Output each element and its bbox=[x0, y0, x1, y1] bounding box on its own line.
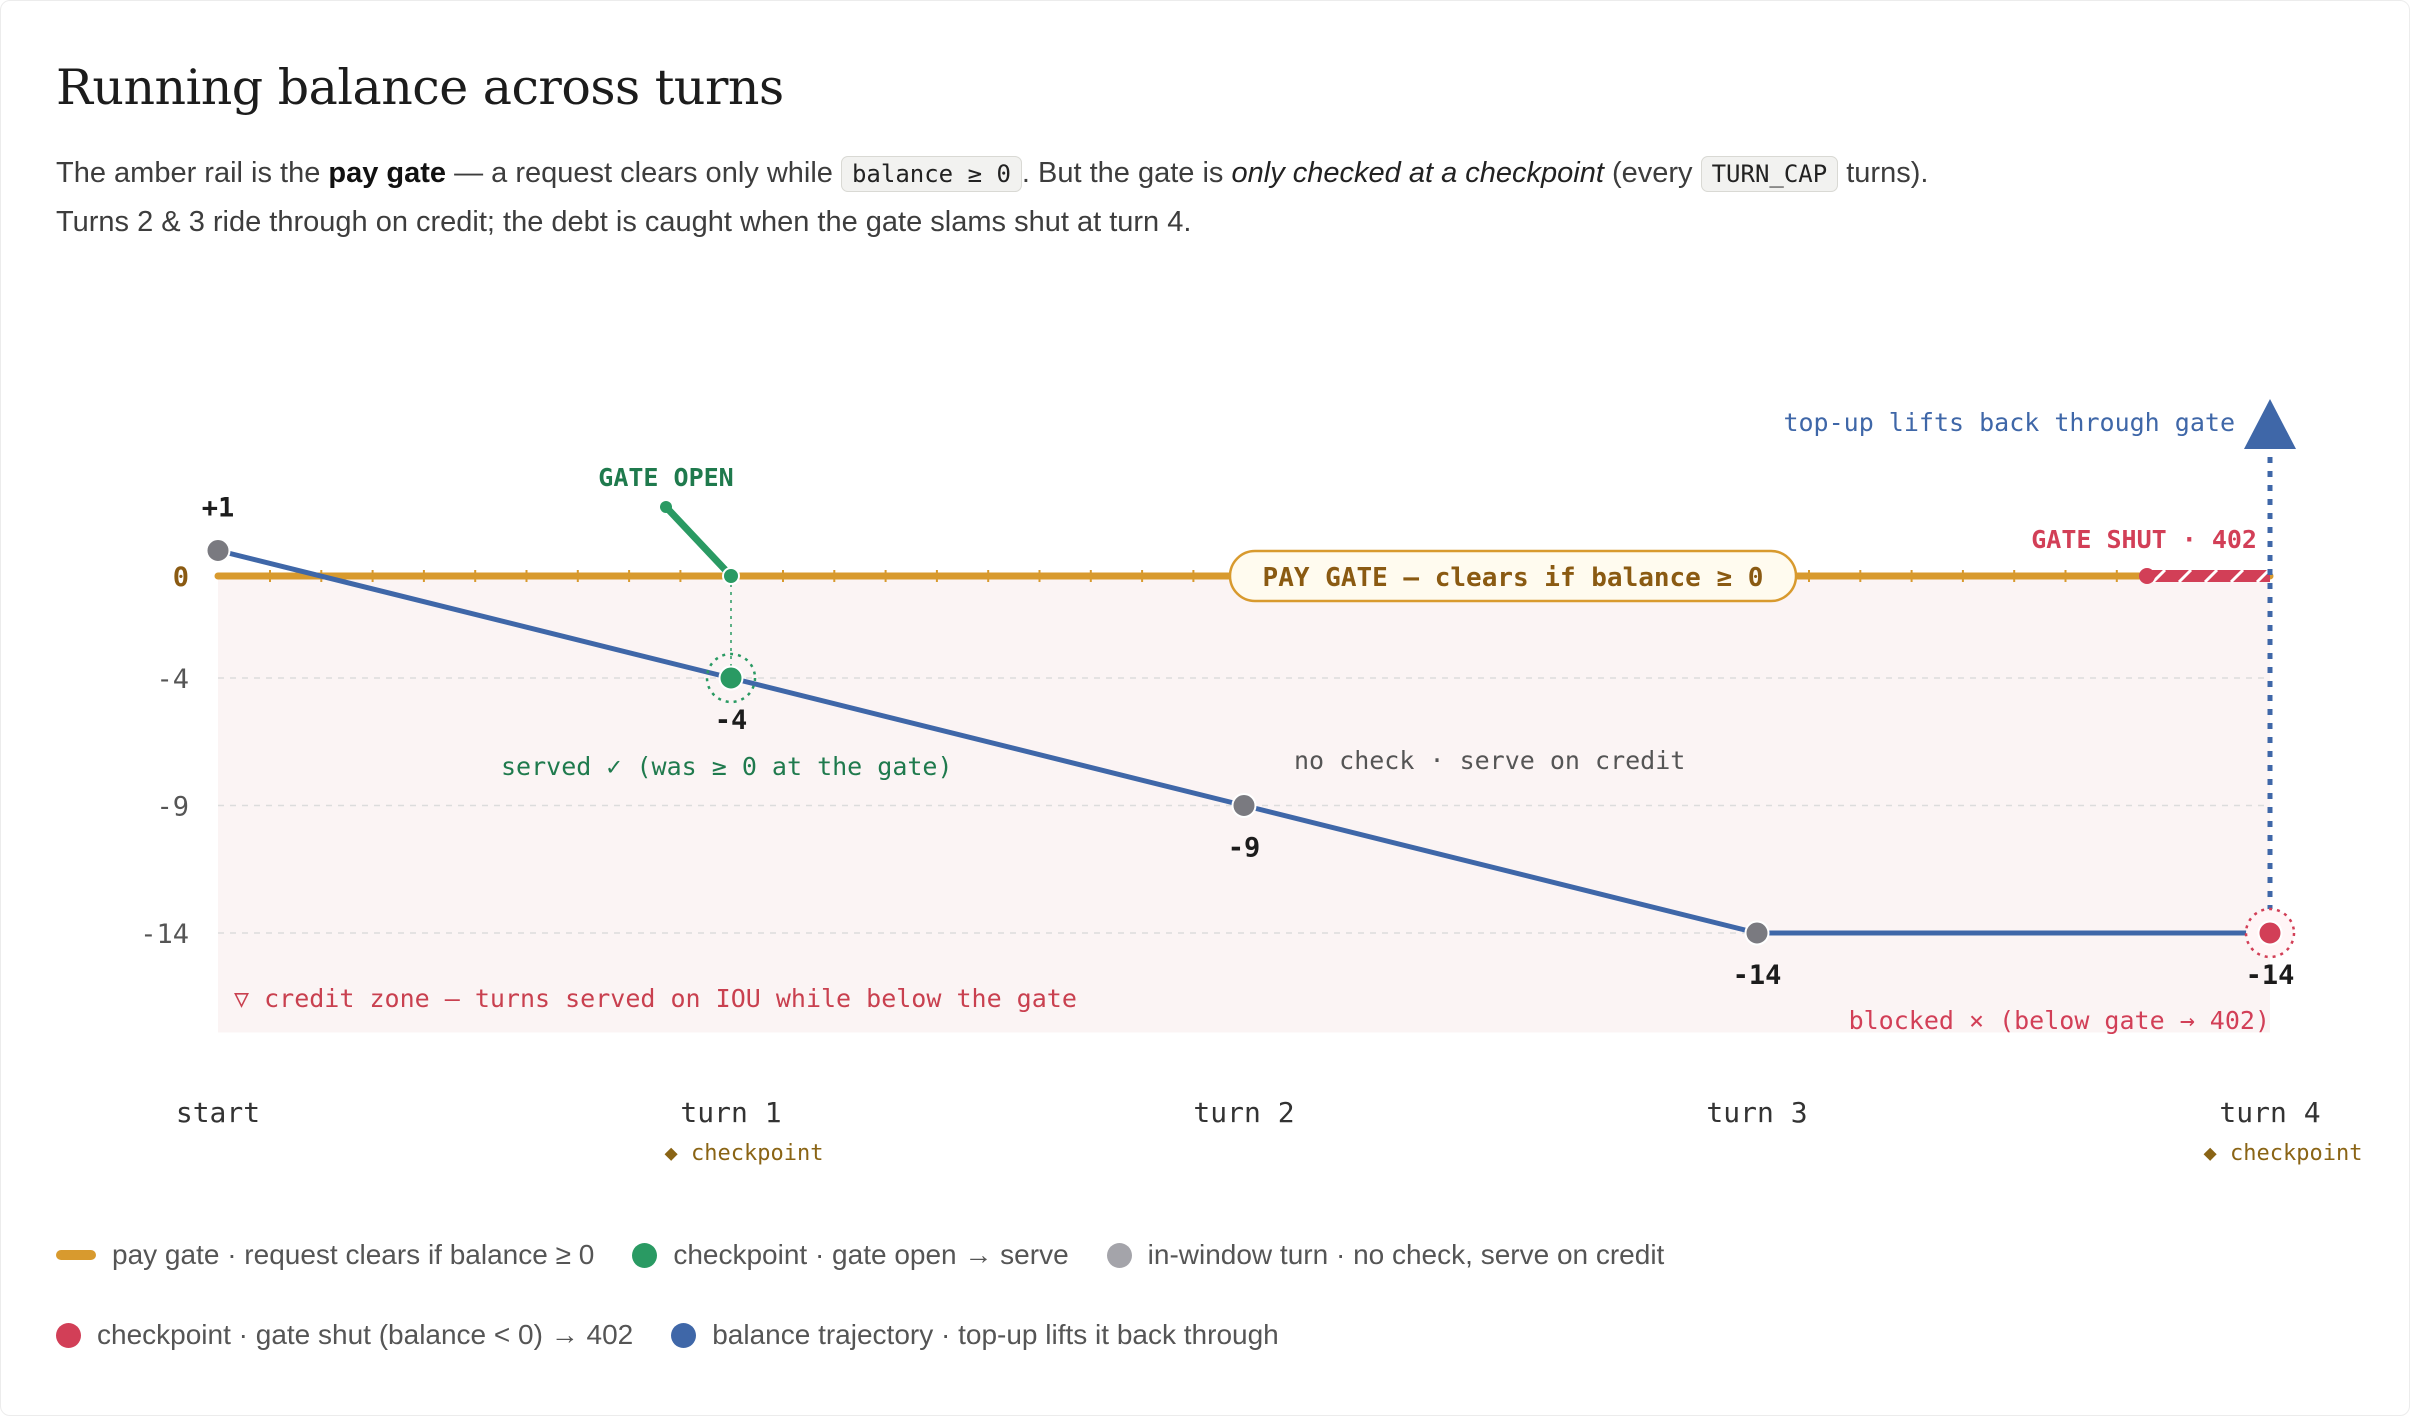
desc-italic-checkpoint: only checked at a checkpoint bbox=[1231, 157, 1604, 189]
legend-label-trajectory: balance trajectory · top-up lifts it bac… bbox=[712, 1319, 1279, 1350]
legend-item-checkpoint-shut: checkpoint · gate shut (balance < 0) → 4… bbox=[56, 1319, 633, 1351]
y-tick-label: -14 bbox=[140, 919, 189, 950]
code-turn-cap: TURN_CAP bbox=[1700, 156, 1839, 192]
legend-label-checkpoint-open: checkpoint · gate open → serve bbox=[673, 1239, 1069, 1270]
gate-shut-hatch bbox=[2177, 568, 2193, 584]
data-point bbox=[1744, 920, 1770, 946]
point-label: -9 bbox=[1228, 833, 1261, 864]
x-tick-label: turn 3 bbox=[1706, 1096, 1807, 1129]
top-up-label: top-up lifts back through gate bbox=[1783, 408, 2235, 437]
gate-shut-hatch bbox=[2255, 568, 2271, 584]
desc-text-1: The amber rail is the bbox=[56, 157, 329, 189]
data-point bbox=[2257, 920, 2283, 946]
legend-swatch-trajectory bbox=[671, 1322, 697, 1348]
y-tick-label: -4 bbox=[156, 664, 189, 695]
data-point bbox=[205, 538, 231, 563]
code-balance-condition: balance ≥ 0 bbox=[840, 156, 1022, 192]
balance-chart: 0 -4 -9 -14 PAY GATE — clears if balance ≥ 0… bbox=[140, 399, 2363, 1166]
served-annotation: served ✓ (was ≥ 0 at the gate) bbox=[501, 752, 953, 781]
point-label: -14 bbox=[1733, 960, 1782, 991]
desc-text-5: turns). Turns 2 & 3 ride through on cred… bbox=[56, 157, 1929, 238]
legend-item-in-window: in-window turn · no check, serve on cred… bbox=[1106, 1239, 1665, 1271]
point-label: -4 bbox=[715, 705, 748, 736]
gate-shut-label: GATE SHUT · 402 bbox=[2031, 525, 2257, 554]
legend-item-pay-gate: pay gate · request clears if balance ≥ 0 bbox=[56, 1239, 594, 1271]
x-tick-label: start bbox=[176, 1096, 260, 1129]
legend-swatch-in-window bbox=[1106, 1242, 1132, 1268]
legend-swatch-checkpoint-shut bbox=[56, 1322, 81, 1348]
page-title: Running balance across turns bbox=[56, 59, 784, 116]
legend-label-checkpoint-shut: checkpoint · gate shut (balance < 0) → 4… bbox=[97, 1319, 634, 1350]
checkpoint-ring bbox=[705, 652, 757, 704]
gate-open-arm bbox=[662, 503, 735, 580]
legend-item-trajectory: balance trajectory · top-up lifts it bac… bbox=[671, 1319, 1279, 1351]
credit-zone-label: ▽ credit zone — turns served on IOU whil… bbox=[234, 984, 1077, 1013]
point-label: -14 bbox=[2246, 960, 2295, 991]
gate-shut-hatch bbox=[2229, 568, 2245, 584]
legend-item-checkpoint-open: checkpoint · gate open → serve bbox=[632, 1239, 1069, 1271]
gate-shut-hatch bbox=[2203, 568, 2219, 584]
gate-open-label: GATE OPEN bbox=[598, 463, 733, 492]
x-tick-label: turn 2 bbox=[1193, 1096, 1294, 1129]
description: The amber rail is the pay gate — a reque… bbox=[56, 149, 1986, 246]
gate-shut-start-dot bbox=[2139, 568, 2155, 584]
x-tick-label: turn 1 bbox=[680, 1096, 781, 1129]
y-tick-label: 0 bbox=[173, 562, 189, 593]
y-tick-label: -9 bbox=[156, 792, 189, 823]
gate-shut-hatch bbox=[2151, 568, 2167, 584]
gate-label-pill bbox=[1228, 549, 1798, 603]
no-check-annotation: no check · serve on credit bbox=[1294, 746, 1685, 775]
legend-row-1: pay gate · request clears if balance ≥ 0… bbox=[56, 1239, 1702, 1271]
legend-row-2: checkpoint · gate shut (balance < 0) → 4… bbox=[56, 1319, 1317, 1351]
blocked-annotation: blocked × (below gate → 402) bbox=[1849, 1006, 2270, 1035]
desc-bold-pay-gate: pay gate bbox=[328, 157, 447, 189]
x-tick-label: turn 4 bbox=[2219, 1096, 2320, 1129]
checkpoint-marker-label: ◆ checkpoint bbox=[2204, 1141, 2363, 1166]
legend-swatch-checkpoint-open bbox=[632, 1242, 658, 1268]
point-label: +1 bbox=[202, 493, 235, 524]
desc-text-2: — a request clears only while bbox=[446, 157, 841, 189]
legend-label-in-window: in-window turn · no check, serve on cred… bbox=[1147, 1239, 1665, 1270]
desc-text-3: . But the gate is bbox=[1021, 157, 1232, 189]
legend-swatch-pay-gate bbox=[56, 1250, 96, 1260]
legend-label-pay-gate: pay gate · request clears if balance ≥ 0 bbox=[112, 1239, 595, 1270]
data-point bbox=[718, 665, 744, 691]
data-point bbox=[1231, 793, 1257, 818]
checkpoint-marker-label: ◆ checkpoint bbox=[665, 1141, 824, 1166]
gate-label: PAY GATE — clears if balance ≥ 0 bbox=[1263, 563, 1764, 593]
gate-open-hinge bbox=[722, 567, 740, 585]
desc-text-4: (every bbox=[1603, 157, 1701, 189]
gate-open-arm-pivot bbox=[660, 501, 672, 513]
